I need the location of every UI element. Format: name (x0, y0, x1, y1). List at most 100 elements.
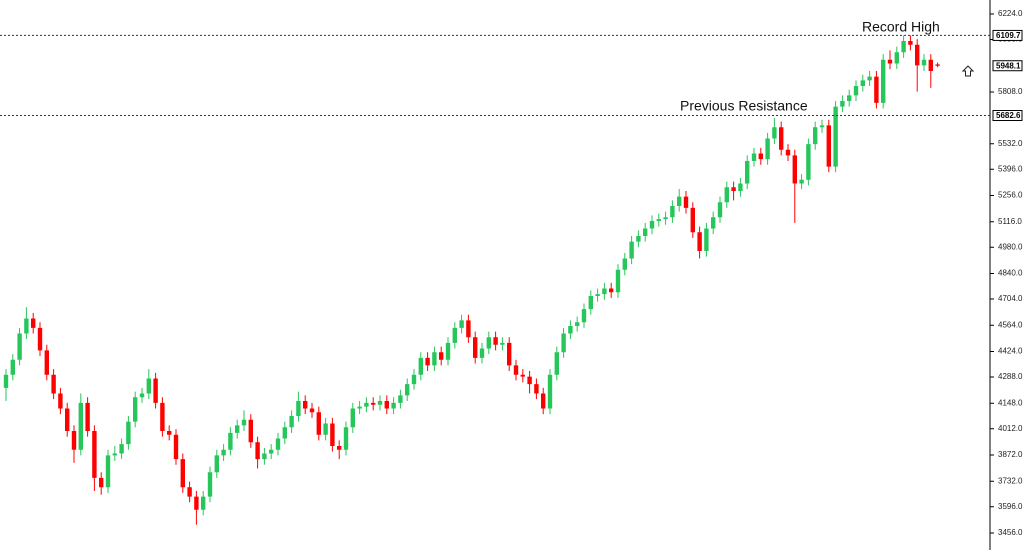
candle-body (275, 438, 281, 450)
candle-body (3, 374, 9, 388)
candle-body (779, 127, 784, 150)
candle-body (663, 217, 668, 220)
candle-body (527, 376, 532, 385)
candle-body (908, 41, 913, 45)
candle-body (85, 402, 90, 431)
candle-body (112, 453, 117, 456)
candle-body (840, 101, 845, 107)
candle-body (717, 202, 723, 218)
candle-body (894, 52, 899, 64)
candle-body (37, 327, 43, 351)
y-tick-label: 4148.0 (998, 398, 1023, 407)
candle-body (738, 183, 743, 191)
candle-body (459, 320, 464, 328)
candle-body (636, 236, 641, 242)
y-tick-label: 3596.0 (998, 502, 1023, 511)
candle-body (479, 348, 485, 358)
candle-body (711, 217, 716, 229)
candle-body (847, 95, 852, 101)
candle-body (493, 337, 498, 345)
candle-body (915, 44, 920, 66)
candle-body (214, 455, 219, 473)
candle-body (507, 342, 512, 366)
candle-body (683, 196, 689, 208)
candle-body (534, 384, 539, 394)
candle-body (819, 125, 825, 128)
annotation: Previous Resistance (680, 98, 808, 114)
candle-body (51, 374, 56, 394)
candle-body (289, 416, 294, 428)
price-tag-box (992, 29, 1023, 41)
price-tag-box (992, 110, 1023, 122)
candle-body (10, 359, 15, 375)
candle-body (160, 402, 165, 431)
candle-body (343, 427, 349, 450)
candle-body (609, 288, 614, 293)
candle-body (670, 206, 675, 218)
y-tick-label: 4424.0 (998, 347, 1023, 356)
candle-body (813, 127, 818, 145)
candle-body (629, 241, 634, 259)
candle-body (547, 374, 553, 409)
candle-body (575, 322, 580, 326)
candle-body (758, 153, 763, 160)
candle-body (78, 402, 83, 450)
candle-body (466, 320, 471, 338)
y-tick-label: 4980.0 (998, 242, 1023, 251)
candle-body (187, 487, 192, 497)
y-tick-label: 4564.0 (998, 320, 1023, 329)
price-tag-label: 5682.6 (996, 111, 1021, 120)
y-tick-label: 5808.0 (998, 87, 1023, 96)
candle-body (58, 393, 63, 409)
candle-body (350, 408, 355, 428)
candle-body (833, 106, 838, 167)
y-tick-label: 4288.0 (998, 372, 1023, 381)
candle-body (887, 59, 893, 64)
candle-body (581, 309, 587, 323)
candle-body (921, 59, 927, 66)
candle-body (418, 357, 423, 375)
candle-body (31, 318, 36, 328)
candle-body (364, 402, 369, 407)
candle-body (221, 449, 226, 456)
candle-body (330, 423, 335, 446)
y-tick-label: 4704.0 (998, 294, 1023, 303)
candle-body (561, 333, 566, 353)
candle-body (677, 196, 682, 206)
candle-body (874, 76, 879, 103)
candle-body (405, 384, 410, 396)
candle-body (513, 365, 519, 375)
candle-body (71, 431, 77, 450)
candle-body (92, 431, 97, 478)
candle-body (167, 431, 172, 435)
candle-body (690, 207, 695, 233)
candle-body (615, 269, 621, 293)
y-tick-label: 3456.0 (998, 528, 1023, 537)
candle-body (119, 444, 124, 454)
candle-body (588, 296, 593, 310)
candle-body (622, 258, 627, 270)
candle-body (806, 144, 811, 180)
candle-body (153, 378, 158, 403)
candle-body (248, 419, 253, 443)
candle-body (860, 80, 865, 86)
candle-body (704, 228, 709, 251)
current-price-box (992, 60, 1023, 72)
scroll-icon[interactable] (961, 65, 975, 77)
candle-body (17, 333, 22, 360)
y-tick-label: 4840.0 (998, 269, 1023, 278)
candle-body (745, 161, 750, 184)
candle-body (180, 459, 185, 488)
candle-body (391, 402, 396, 409)
candle-body (398, 395, 403, 403)
candle-body (792, 155, 797, 184)
candle-body (262, 453, 267, 460)
candle-body (439, 352, 444, 360)
candle-body (445, 342, 451, 360)
candle-body (337, 446, 342, 450)
candle-body (323, 423, 328, 435)
candle-body (554, 352, 559, 375)
candle-body (235, 425, 240, 433)
